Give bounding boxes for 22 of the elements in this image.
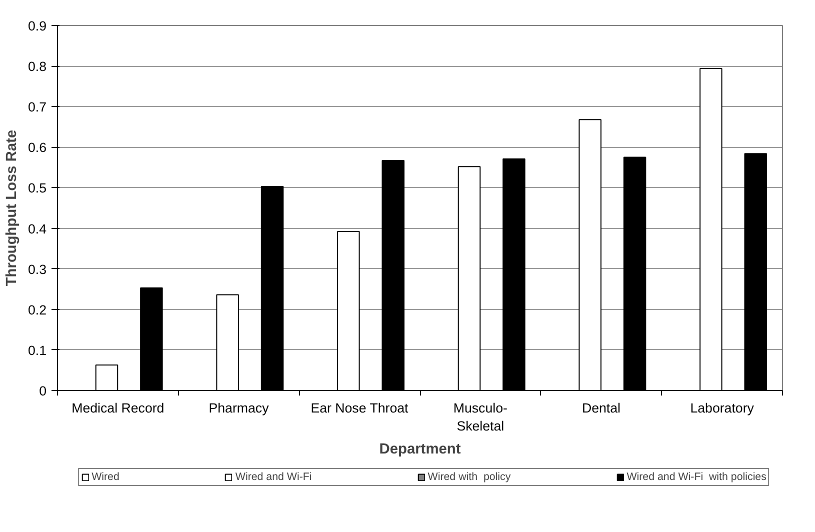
- y-tick-label: 0.5: [28, 180, 47, 196]
- x-axis-title: Department: [379, 442, 461, 458]
- x-tick-label: Medical Record: [72, 400, 164, 416]
- y-tick-label: 0.6: [28, 140, 47, 156]
- y-axis-title: Throughput Loss Rate: [4, 130, 20, 286]
- y-tick-label: 0.1: [28, 342, 47, 358]
- legend-label: Wired and Wi-Fi with policies: [626, 471, 766, 483]
- y-tick-label: 0.9: [28, 18, 47, 34]
- x-tick-label: Pharmacy: [208, 400, 270, 416]
- y-tick-label: 0.4: [28, 221, 48, 236]
- x-tick-label: Dental: [582, 400, 621, 416]
- y-tick-label: 0.7: [28, 100, 47, 115]
- x-tick-label: Laboratory: [690, 400, 754, 416]
- legend-label: Wired: [92, 471, 120, 483]
- x-tick-label: Ear Nose Throat: [310, 400, 409, 416]
- y-tick-label: 0.8: [28, 59, 47, 74]
- x-tick-label: Musculo- Skeletal: [453, 400, 508, 434]
- legend-label: Wired and Wi-Fi: [235, 471, 312, 483]
- legend-label: Wired with policy: [428, 471, 511, 483]
- y-tick-label: 0.3: [28, 262, 47, 277]
- y-tick-label: 0: [39, 384, 47, 398]
- y-tick-label: 0.2: [28, 302, 47, 318]
